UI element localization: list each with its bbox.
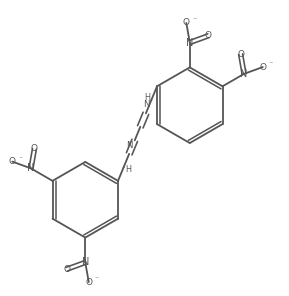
Text: ⁻: ⁻ bbox=[95, 275, 99, 284]
Text: N: N bbox=[186, 38, 193, 48]
Text: O: O bbox=[63, 265, 70, 274]
Text: H: H bbox=[125, 165, 131, 174]
Text: O: O bbox=[259, 62, 266, 72]
Text: ⁻: ⁻ bbox=[18, 154, 22, 163]
Text: H: H bbox=[144, 94, 150, 102]
Text: ⁻: ⁻ bbox=[268, 59, 273, 69]
Text: N: N bbox=[81, 258, 89, 268]
Text: N: N bbox=[126, 141, 132, 150]
Text: O: O bbox=[237, 50, 244, 59]
Text: N: N bbox=[27, 163, 35, 173]
Text: O: O bbox=[9, 157, 16, 166]
Text: O: O bbox=[85, 278, 92, 287]
Text: N: N bbox=[240, 69, 248, 79]
Text: O: O bbox=[183, 18, 190, 28]
Text: ⁻: ⁻ bbox=[192, 15, 197, 25]
Text: O: O bbox=[31, 144, 38, 153]
Text: O: O bbox=[205, 31, 212, 40]
Text: N: N bbox=[143, 100, 149, 109]
